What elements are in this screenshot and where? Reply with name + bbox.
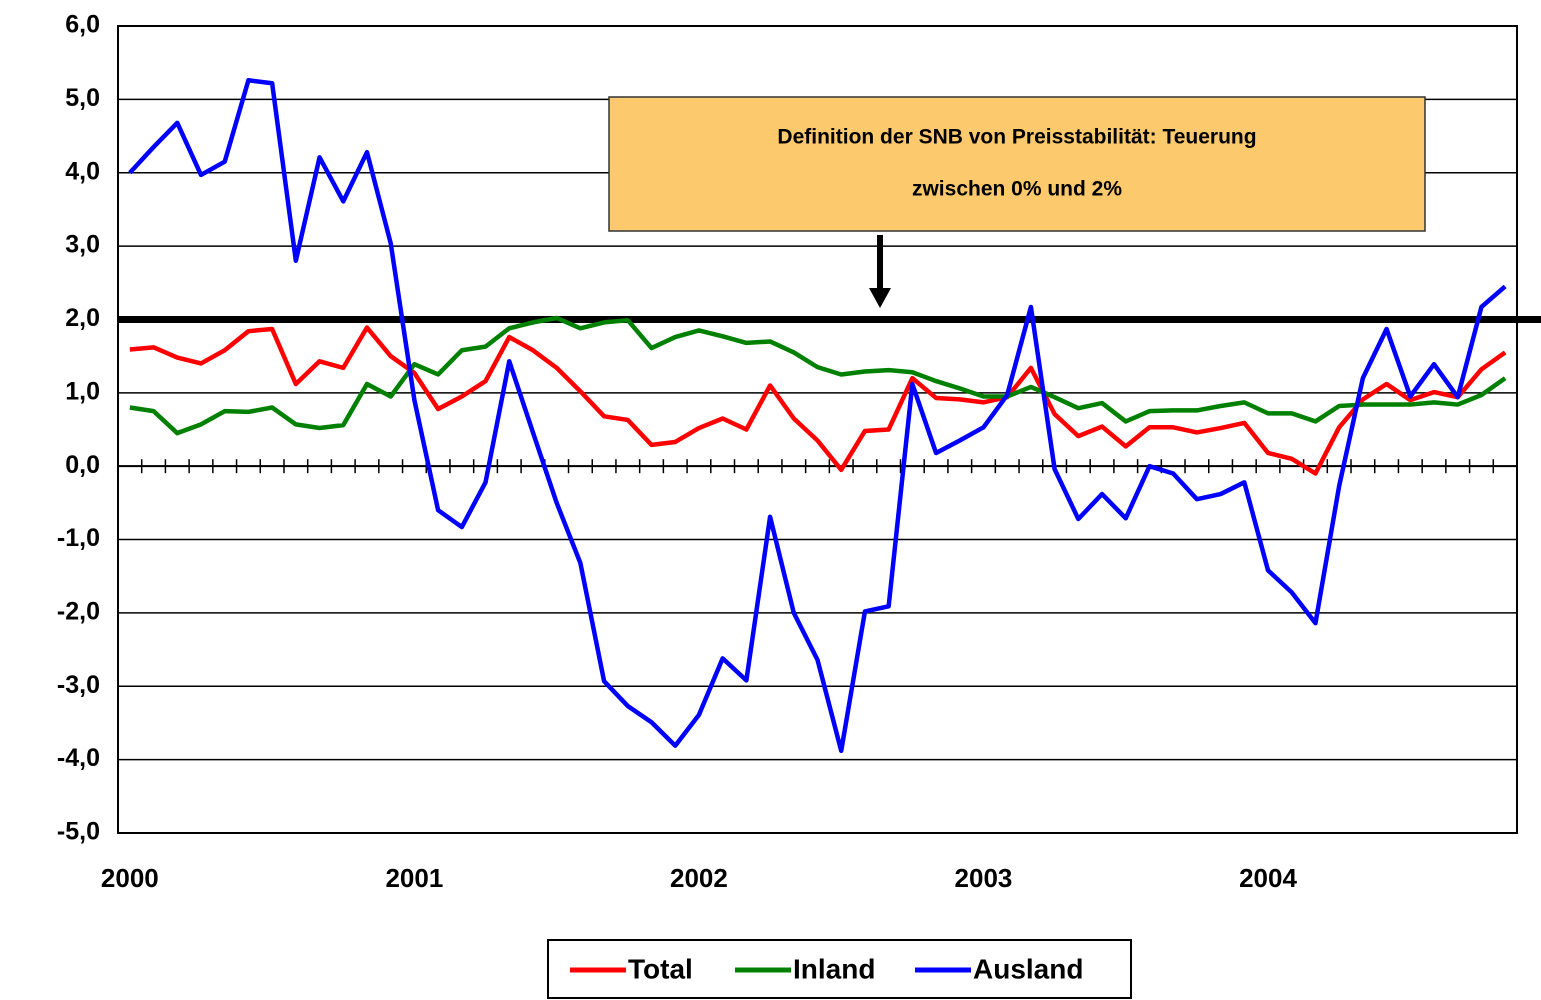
y-tick-label: 3,0 <box>65 231 100 259</box>
annotation-box <box>608 96 1426 232</box>
x-tick-label: 2000 <box>101 863 159 893</box>
y-tick-label: 4,0 <box>65 157 100 185</box>
x-tick-label: 2003 <box>955 863 1013 893</box>
x-tick-label: 2001 <box>385 863 443 893</box>
y-tick-label: -4,0 <box>57 744 100 772</box>
y-tick-label: -2,0 <box>57 598 100 626</box>
y-tick-label: -5,0 <box>57 818 100 846</box>
y-tick-label: 6,0 <box>65 11 100 39</box>
legend-label: Inland <box>793 953 875 984</box>
legend-label: Ausland <box>973 953 1083 984</box>
y-tick-label: 5,0 <box>65 84 100 112</box>
legend-label: Total <box>628 953 693 984</box>
y-tick-label: -1,0 <box>57 524 100 552</box>
series-line <box>129 315 1507 436</box>
annotation-text: zwischen 0% und 2% <box>912 178 1122 201</box>
annotation-text: Definition der SNB von Preisstabilität: … <box>777 126 1256 149</box>
legend-box <box>547 939 1132 999</box>
y-tick-label: 1,0 <box>65 377 100 405</box>
y-tick-label: 2,0 <box>65 304 100 332</box>
series-line <box>129 325 1507 476</box>
x-tick-label: 2004 <box>1239 863 1297 893</box>
y-tick-label: -3,0 <box>57 671 100 699</box>
x-tick-label: 2002 <box>670 863 728 893</box>
y-tick-label: 0,0 <box>65 451 100 479</box>
annotation-arrowhead <box>869 288 891 308</box>
series-line <box>128 78 1507 754</box>
plot-border <box>117 25 1518 834</box>
